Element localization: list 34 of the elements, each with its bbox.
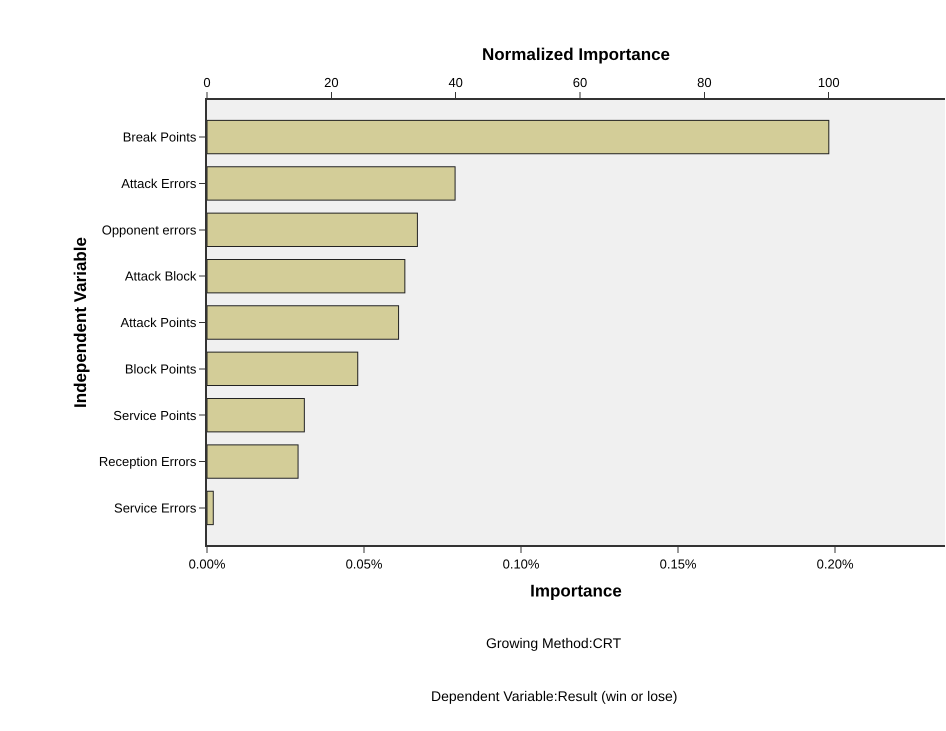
bar bbox=[207, 166, 456, 201]
x-tick-label: 0.15% bbox=[660, 556, 697, 572]
x-tick-label: 0.10% bbox=[502, 556, 540, 572]
y-tick-label: Attack Errors bbox=[121, 176, 197, 191]
y-tick-label: Break Points bbox=[122, 130, 197, 145]
x2-tick-label: 60 bbox=[572, 74, 588, 90]
y-tick-label: Attack Points bbox=[120, 315, 197, 330]
bar bbox=[207, 258, 406, 294]
x2-tick-label: 40 bbox=[448, 74, 463, 90]
y-tick-label: Service Errors bbox=[114, 500, 197, 516]
y-tick-label: Attack Block bbox=[124, 268, 197, 284]
x2-tick-label: 100 bbox=[818, 74, 840, 90]
y-tick-label: Service Points bbox=[113, 408, 197, 423]
y-tick-label: Reception Errors bbox=[98, 454, 197, 470]
bar bbox=[207, 212, 418, 247]
bar bbox=[207, 120, 830, 154]
x-tick-label: 0.05% bbox=[346, 556, 383, 572]
y-tick-label: Block Points bbox=[124, 361, 197, 376]
bar bbox=[207, 444, 299, 479]
x2-axis-title: Normalized Importance bbox=[482, 44, 670, 64]
x2-tick-label: 20 bbox=[324, 74, 339, 90]
text: Growing Method:CRT bbox=[486, 635, 622, 651]
x2-tick-label: 0 bbox=[203, 74, 211, 90]
bar bbox=[207, 398, 305, 432]
x2-tick-label: 80 bbox=[697, 74, 712, 90]
x-axis-title: Importance bbox=[530, 582, 622, 600]
bar bbox=[207, 352, 358, 386]
text: Dependent Variable:Result (win or lose) bbox=[431, 688, 678, 704]
y-axis-title: Independent Variable bbox=[70, 237, 90, 408]
bar bbox=[207, 305, 400, 340]
bar bbox=[207, 490, 214, 526]
x-tick-label: 0.20% bbox=[816, 556, 854, 572]
x-tick-label: 0.00% bbox=[188, 556, 226, 572]
y-tick-label: Opponent errors bbox=[102, 222, 197, 238]
